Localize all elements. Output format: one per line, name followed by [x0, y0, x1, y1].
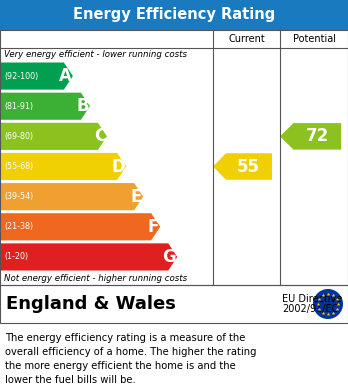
Text: A: A	[59, 67, 72, 85]
Text: G: G	[163, 248, 176, 266]
Text: Current: Current	[228, 34, 265, 44]
Text: (92-100): (92-100)	[4, 72, 38, 81]
Bar	[0, 30, 348, 285]
Text: Very energy efficient - lower running costs: Very energy efficient - lower running co…	[4, 50, 187, 59]
Circle shape	[313, 289, 343, 319]
Bar	[0, 285, 348, 323]
Text: Energy Efficiency Rating: Energy Efficiency Rating	[73, 7, 275, 23]
Text: (69-80): (69-80)	[4, 132, 33, 141]
Text: 2002/91/EC: 2002/91/EC	[282, 304, 338, 314]
Polygon shape	[0, 243, 177, 271]
Text: E: E	[131, 188, 142, 206]
Text: England & Wales: England & Wales	[6, 295, 176, 313]
Polygon shape	[0, 123, 107, 150]
Text: (21-38): (21-38)	[4, 222, 33, 231]
Polygon shape	[0, 93, 90, 120]
Polygon shape	[0, 183, 143, 210]
Text: B: B	[76, 97, 89, 115]
Polygon shape	[0, 63, 73, 90]
Text: 72: 72	[306, 127, 330, 145]
Polygon shape	[213, 153, 272, 180]
Polygon shape	[280, 123, 341, 150]
Text: 55: 55	[237, 158, 260, 176]
Text: overall efficiency of a home. The higher the rating: overall efficiency of a home. The higher…	[5, 347, 256, 357]
Text: the more energy efficient the home is and the: the more energy efficient the home is an…	[5, 361, 236, 371]
Text: (81-91): (81-91)	[4, 102, 33, 111]
Text: (55-68): (55-68)	[4, 162, 33, 171]
Text: Potential: Potential	[293, 34, 335, 44]
Text: F: F	[148, 218, 159, 236]
Text: EU Directive: EU Directive	[282, 294, 342, 304]
Text: Not energy efficient - higher running costs: Not energy efficient - higher running co…	[4, 274, 187, 283]
Polygon shape	[0, 213, 160, 240]
Text: (1-20): (1-20)	[4, 253, 28, 262]
Text: lower the fuel bills will be.: lower the fuel bills will be.	[5, 375, 136, 385]
Text: The energy efficiency rating is a measure of the: The energy efficiency rating is a measur…	[5, 333, 245, 343]
Text: C: C	[94, 127, 106, 145]
Text: (39-54): (39-54)	[4, 192, 33, 201]
Polygon shape	[0, 153, 126, 180]
Text: D: D	[111, 158, 125, 176]
Bar	[0, 0, 348, 30]
